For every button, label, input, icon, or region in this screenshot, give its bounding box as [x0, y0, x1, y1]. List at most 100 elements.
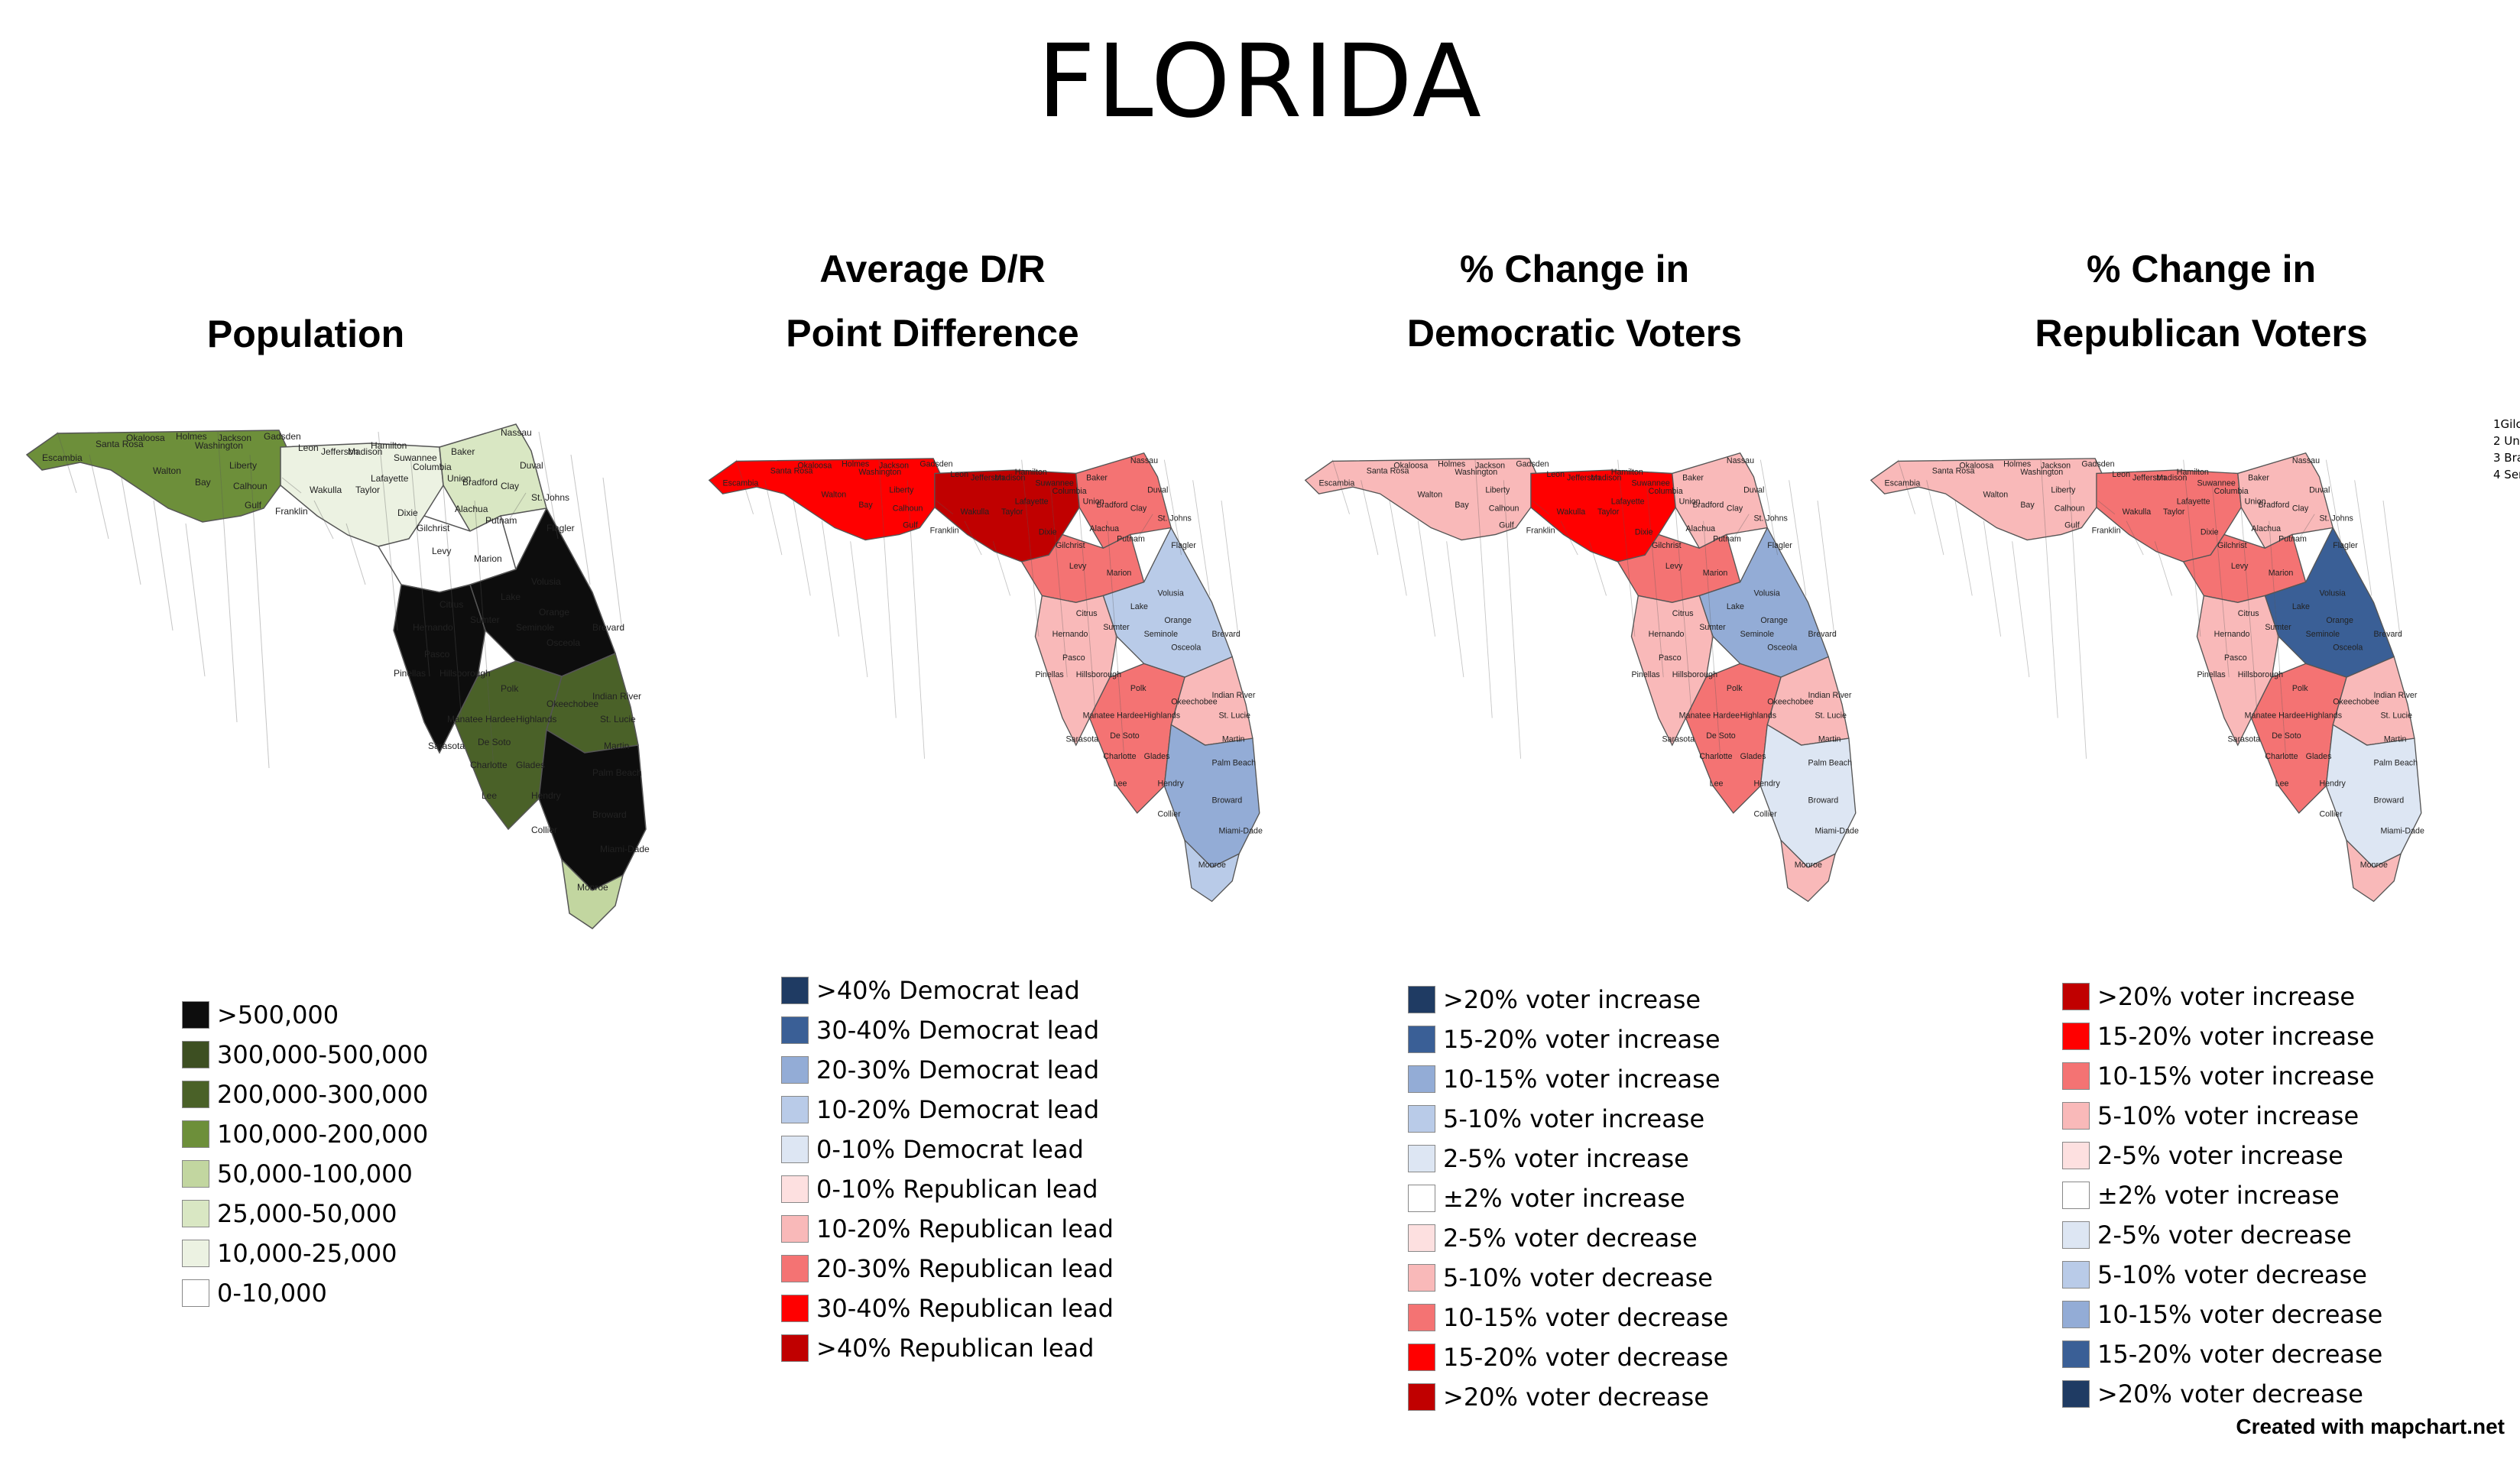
panel-title-population: Population [138, 302, 474, 366]
county-label: Taylor [1597, 507, 1620, 517]
map-region-northeast [2237, 452, 2334, 549]
county-label: Brevard [592, 622, 624, 633]
county-label: Jefferson [2132, 473, 2166, 482]
county-border [1107, 520, 1125, 759]
legend-label: 15-20% voter decrease [2097, 1340, 2383, 1369]
county-label: Flagler [1767, 541, 1792, 550]
county-label: St. Lucie [2380, 711, 2412, 720]
legend-label: 10-15% voter decrease [2097, 1300, 2383, 1329]
legend-label: 10,000-25,000 [217, 1239, 397, 1268]
county-label: Clay [1130, 504, 1147, 513]
county-label: Liberty [229, 460, 257, 471]
legend-label: >20% voter decrease [1443, 1383, 1709, 1412]
county-border [821, 520, 839, 637]
county-border [474, 500, 495, 769]
county-label: Martin [1222, 735, 1245, 744]
county-label: Highlands [1740, 711, 1776, 720]
legend-item: 30-40% Republican lead [781, 1289, 1114, 1328]
county-label: Marion [1107, 569, 1132, 578]
legend-label: 10-20% Republican lead [816, 1214, 1114, 1243]
county-label: Madison [1591, 473, 1621, 482]
county-border [1703, 520, 1721, 759]
county-label: Miami-Dade [600, 844, 650, 854]
county-label: Lake [2292, 602, 2310, 611]
county-border [89, 454, 109, 540]
county-label: Okaloosa [1959, 461, 1993, 470]
county-label: Lake [1727, 602, 1744, 611]
legend-dr-difference: >40% Democrat lead 30-40% Democrat lead 20… [781, 971, 1114, 1368]
county-label: Santa Rosa [1932, 466, 1975, 475]
legend-label: 10-15% voter increase [2097, 1062, 2375, 1091]
county-label: Bay [858, 501, 873, 510]
legend-item: 10-20% Republican lead [781, 1209, 1114, 1249]
county-label: Lafayette [2177, 497, 2210, 506]
county-label: Lee [2275, 779, 2289, 788]
county-label: Calhoun [2055, 504, 2085, 513]
county-label: Brevard [1808, 630, 1837, 639]
county-border [217, 431, 238, 723]
county-label: Pasco [2224, 653, 2247, 663]
county-label: Taylor [2163, 507, 2185, 517]
legend-label: ±2% voter increase [2097, 1181, 2340, 1210]
county-label: Union [1083, 497, 1104, 506]
county-label: Walton [153, 465, 181, 476]
county-label: Putnam [1117, 534, 1145, 543]
county-label: Franklin [930, 527, 959, 536]
county-label: Sarasota [1662, 735, 1695, 744]
county-border [2040, 459, 2058, 718]
county-border [1731, 514, 1750, 542]
county-border [185, 523, 206, 677]
county-label: Seminole [516, 622, 554, 633]
legend-item: 10-15% voter decrease [1408, 1298, 1728, 1337]
county-label: Santa Rosa [770, 466, 813, 475]
legend-swatch [2062, 1142, 2090, 1169]
county-label: Collier [1157, 809, 1181, 819]
county-label: Monroe [577, 882, 608, 893]
county-label: Brevard [1212, 630, 1241, 639]
county-label: Indian River [1808, 691, 1852, 700]
county-label: Pinellas [1035, 670, 1063, 679]
panel-title-dem-change: % Change in Democratic Voters [1376, 237, 1773, 365]
county-label: Hernando [2214, 630, 2250, 639]
county-label: Indian River [1212, 691, 1256, 700]
county-label: Gadsden [264, 431, 301, 442]
legend-label: 5-10% voter increase [1443, 1104, 1705, 1133]
county-label: Sumter [2265, 623, 2291, 632]
county-label: St. Johns [1753, 514, 1787, 524]
county-label: Bay [195, 477, 211, 488]
county-border [2183, 459, 2201, 637]
county-label: Palm Beach [2374, 759, 2418, 768]
county-border [936, 500, 954, 515]
legend-swatch [781, 1334, 809, 1362]
legend-label: 15-20% voter increase [2097, 1022, 2375, 1051]
legend-label: >40% Republican lead [816, 1334, 1095, 1363]
county-label: Baker [1682, 473, 1704, 482]
county-label: Wakulla [310, 485, 342, 495]
county-label: Flagler [2333, 541, 2358, 550]
county-label: Brevard [2374, 630, 2402, 639]
legend-label: 10-20% Democrat lead [816, 1095, 1100, 1124]
county-label: Clay [2292, 504, 2309, 513]
county-label: Jefferson [1567, 473, 1601, 482]
county-label: Martin [2384, 735, 2407, 744]
county-label: Marion [1703, 569, 1728, 578]
legend-item: >20% voter increase [1408, 980, 1728, 1020]
county-border [764, 480, 783, 556]
county-label: Sarasota [2227, 735, 2260, 744]
county-label: Palm Beach [592, 767, 642, 778]
county-label: St. Johns [1157, 514, 1191, 524]
county-label: Putnam [1713, 534, 1741, 543]
county-label: Hendry [1157, 779, 1184, 788]
map-region-panhandle [708, 458, 941, 541]
legend-swatch [781, 1255, 809, 1282]
county-label: Palm Beach [1808, 759, 1853, 768]
county-label: Duval [1147, 485, 1168, 494]
county-label: Columbia [2214, 487, 2249, 496]
legend-label: 2-5% voter decrease [2097, 1220, 2352, 1250]
county-label: Hendry [1753, 779, 1780, 788]
county-label: Glades [1740, 752, 1766, 761]
county-label: Bradford [1096, 501, 1127, 510]
legend-label: ±2% voter increase [1443, 1184, 1685, 1213]
county-label: Lee [1114, 779, 1127, 788]
county-label: Highlands [1144, 711, 1180, 720]
